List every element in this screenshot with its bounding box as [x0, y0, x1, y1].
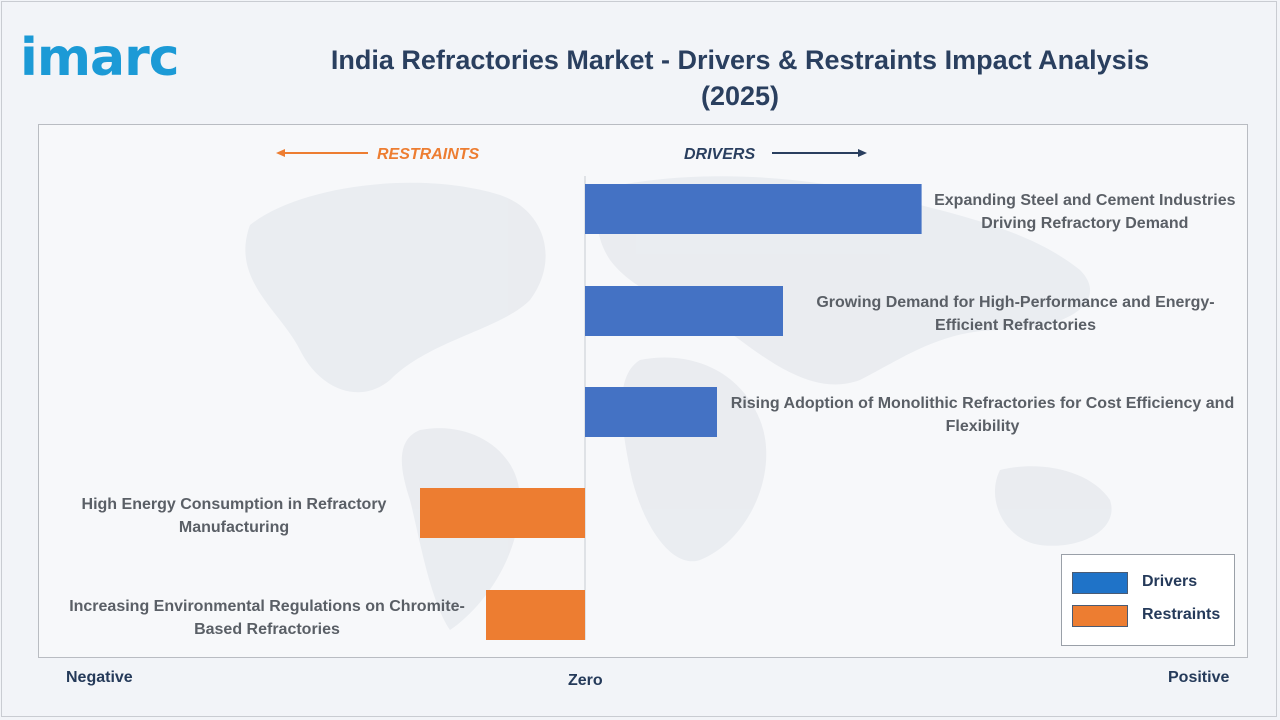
- logo-text: imarc: [20, 28, 180, 88]
- bar-label-4: High Energy Consumption in Refractory Man…: [82, 496, 387, 536]
- map-shape-4: [994, 466, 1112, 546]
- drivers-arrow-head: [858, 149, 867, 157]
- bar-1: [585, 184, 922, 234]
- bar-label-3: Rising Adoption of Monolithic Refractori…: [731, 395, 1234, 435]
- bar-label-5-line-2: Based Refractories: [194, 621, 340, 638]
- bar-row-3: Rising Adoption of Monolithic Refractori…: [585, 387, 1234, 437]
- bar-label-3-line-2: Flexibility: [946, 418, 1020, 435]
- bar-label-1: Expanding Steel and Cement Industries Dri…: [934, 192, 1235, 232]
- bar-3: [585, 387, 717, 437]
- legend-label-drivers: Drivers: [1142, 573, 1198, 590]
- bar-label-4-line-2: Manufacturing: [179, 519, 289, 536]
- bar-label-5-line-1: Increasing Environmental Regulations on …: [69, 598, 465, 615]
- bar-5: [486, 590, 585, 640]
- bar-label-4-line-1: High Energy Consumption in Refractory: [82, 496, 387, 513]
- chart-title-line-1: India Refractories Market - Drivers & Re…: [330, 45, 1150, 75]
- map-shape-0: [245, 182, 546, 393]
- bar-row-2: Growing Demand for High-Performance and …: [585, 286, 1215, 336]
- bar-label-2-line-2: Efficient Refractories: [935, 317, 1096, 334]
- bar-row-5: Increasing Environmental Regulations on …: [69, 590, 585, 640]
- direction-indicators: RESTRAINTS DRIVERS: [276, 146, 867, 163]
- bar-row-1: Expanding Steel and Cement Industries Dri…: [585, 184, 1236, 234]
- chart-title: India Refractories Market - Drivers & Re…: [250, 42, 1230, 114]
- bar-label-2: Growing Demand for High-Performance and …: [816, 294, 1214, 334]
- legend-swatch-restraints: [1072, 605, 1128, 627]
- chart-title-line-2: (2025): [700, 81, 780, 111]
- legend-label-restraints: Restraints: [1142, 606, 1221, 623]
- bar-label-1-line-2: Driving Refractory Demand: [981, 215, 1188, 232]
- drivers-direction-label: DRIVERS: [684, 146, 755, 163]
- bar-label-5: Increasing Environmental Regulations on …: [69, 598, 465, 638]
- axis-label-zero: Zero: [568, 672, 603, 689]
- chart-legend: Drivers Restraints: [1061, 554, 1235, 646]
- bar-4: [420, 488, 585, 538]
- bar-2: [585, 286, 783, 336]
- bar-label-1-line-1: Expanding Steel and Cement Industries: [934, 192, 1235, 209]
- restraints-direction-label: RESTRAINTS: [377, 146, 480, 163]
- bar-row-4: High Energy Consumption in Refractory Man…: [82, 488, 585, 538]
- axis-label-positive: Positive: [1168, 669, 1230, 686]
- legend-swatch-drivers: [1072, 572, 1128, 594]
- restraints-arrow-head: [276, 149, 285, 157]
- bar-label-2-line-1: Growing Demand for High-Performance and …: [816, 294, 1214, 311]
- imarc-logo: imarc: [20, 28, 180, 88]
- axis-label-negative: Negative: [66, 669, 133, 686]
- bar-label-3-line-1: Rising Adoption of Monolithic Refractori…: [731, 395, 1234, 412]
